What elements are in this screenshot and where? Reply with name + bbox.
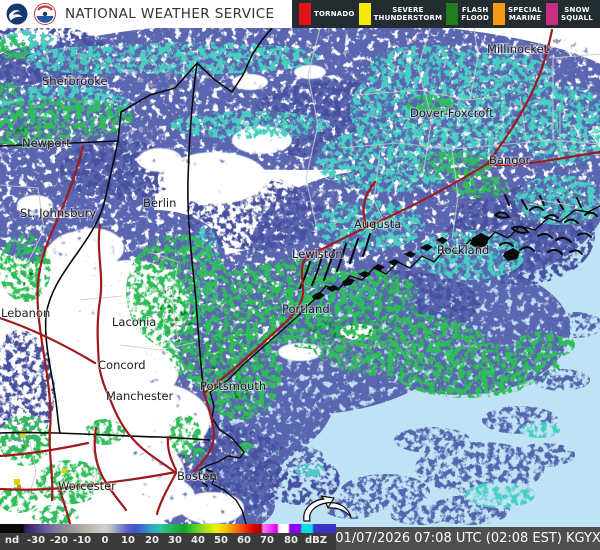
warning-item-tornado: TORNADO <box>299 3 355 25</box>
timestamp-bar: 01/07/2026 07:08 UTC (02:08 EST) KGYX <box>335 527 600 550</box>
colorbar-tick--20: -20 <box>49 535 69 546</box>
warning-item-snow-squall: SNOW SQUALL <box>545 3 593 25</box>
warning-item-severe-thunderstorm: SEVERE THUNDERSTORM <box>358 3 443 25</box>
colorbar-tick--30: -30 <box>26 535 46 546</box>
highways <box>0 28 600 526</box>
colorbar-tick-0: 0 <box>101 535 109 546</box>
colorbar-tick--10: -10 <box>72 535 92 546</box>
city-label-st-johnsbury: St. Johnsbury <box>20 206 96 220</box>
city-label-laconia: Laconia <box>112 315 156 329</box>
colorbar-tick-10: 10 <box>121 535 135 546</box>
colorbar-tick-30: 30 <box>168 535 182 546</box>
flash-flood-label: FLASH FLOOD <box>461 5 489 22</box>
noaa-logo-icon <box>6 3 28 25</box>
nws-logo-icon <box>34 3 56 25</box>
city-labels-layer: Sherbrooke Millinocket Dover-Foxcroft Bango… <box>0 41 550 494</box>
snow-squall-label: SNOW SQUALL <box>560 5 593 22</box>
coastline <box>198 205 600 525</box>
city-label-dover-foxcroft: Dover-Foxcroft <box>410 106 494 120</box>
colorbar-tick-20: 20 <box>145 535 159 546</box>
city-label-bangor: Bangor <box>489 153 531 167</box>
special-marine-swatch <box>492 3 505 25</box>
county-lines <box>0 27 600 501</box>
app-title: NATIONAL WEATHER SERVICE <box>65 6 275 22</box>
flash-flood-swatch <box>446 3 459 25</box>
islands <box>312 233 520 300</box>
colorbar-tick-50: 50 <box>214 535 228 546</box>
tornado-label: TORNADO <box>314 9 355 18</box>
special-marine-label: SPECIAL MARINE <box>507 5 542 22</box>
city-label-manchester: Manchester <box>106 389 174 403</box>
border-ma <box>0 431 211 441</box>
warning-item-special-marine: SPECIAL MARINE <box>492 3 542 25</box>
colorbar-tick-40: 40 <box>191 535 205 546</box>
city-label-lewiston: Lewiston <box>292 247 343 261</box>
reflectivity-colorbar <box>0 524 336 533</box>
tornado-swatch <box>299 3 311 25</box>
city-label-portsmouth: Portsmouth <box>200 379 266 393</box>
severe-thunderstorm-label: SEVERE THUNDERSTORM <box>373 5 443 22</box>
border-canada <box>0 27 273 147</box>
border-vt-nh <box>44 140 119 434</box>
city-label-concord: Concord <box>98 358 146 372</box>
city-label-rockland: Rockland <box>437 243 489 257</box>
city-label-portland: Portland <box>282 302 330 316</box>
colorbar-tick-60: 60 <box>237 535 251 546</box>
warning-item-flash-flood: FLASH FLOOD <box>446 3 489 25</box>
border-nh-me <box>187 62 205 394</box>
colorbar-tick-80: 80 <box>284 535 298 546</box>
colorbar-tick-70: 70 <box>260 535 274 546</box>
city-label-newport: Newport <box>22 136 71 150</box>
severe-thunderstorm-swatch <box>358 3 371 25</box>
city-label-augusta: Augusta <box>354 217 401 231</box>
city-label-boston: Boston <box>177 469 217 483</box>
top-bar: NATIONAL WEATHER SERVICE TORNADO SEVERE TH… <box>0 0 600 28</box>
city-label-millinocket: Millinocket <box>487 42 549 56</box>
city-label-worcester: Worcester <box>58 479 116 493</box>
timestamp-text: 01/07/2026 07:08 UTC (02:08 EST) KGYX <box>335 531 600 546</box>
warning-legend: TORNADO SEVERE THUNDERSTORM FLASH FLOOD SPECI… <box>292 0 600 28</box>
city-label-sherbrooke: Sherbrooke <box>42 74 108 88</box>
coastal-fingers <box>202 194 598 487</box>
state-borders <box>0 27 273 441</box>
city-label-berlin: Berlin <box>143 196 176 210</box>
ocean-scatter-cells <box>272 312 600 525</box>
radar-sweep-icon <box>303 495 352 522</box>
colorbar-tick-dbz: dBZ <box>304 535 328 546</box>
snow-squall-swatch <box>545 3 558 25</box>
colorbar-tick-nd: nd <box>4 535 20 546</box>
city-label-lebanon: Lebanon <box>1 306 50 320</box>
precip-yellow-cells <box>14 431 67 489</box>
